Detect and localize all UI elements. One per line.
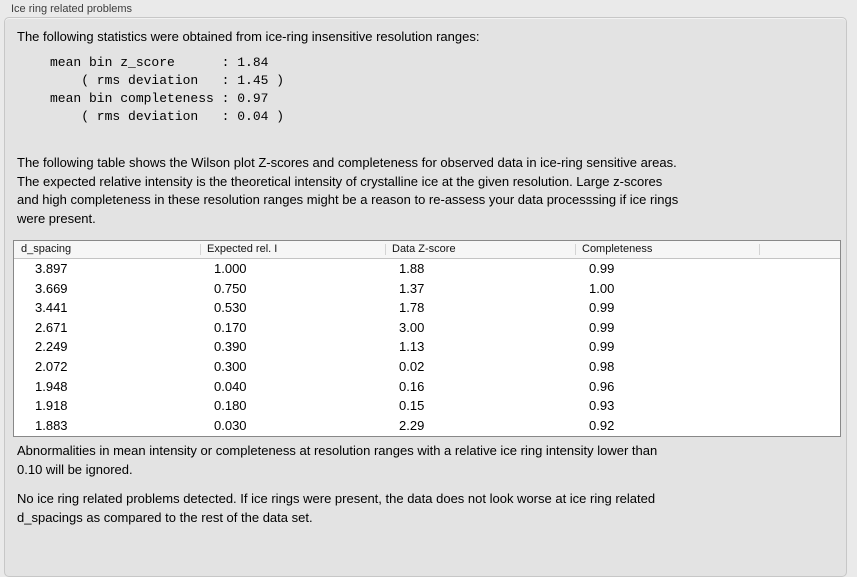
window: { "panel": { "title": "Ice ring related … xyxy=(4,3,847,577)
cell-data-z-score: 0.15 xyxy=(399,398,425,414)
cell-completeness: 0.93 xyxy=(589,398,615,414)
cell-filler xyxy=(759,416,840,436)
table-row[interactable]: 1.948 0.040 0.16 0.96 xyxy=(14,377,840,397)
cell-expected-rel-i: 0.180 xyxy=(214,398,247,414)
cell-filler xyxy=(759,279,840,299)
cell-d-spacing: 1.918 xyxy=(35,398,68,414)
cell-filler xyxy=(759,357,840,377)
cell-d-spacing: 1.883 xyxy=(35,417,68,433)
cell-completeness: 0.99 xyxy=(589,319,615,335)
table-row[interactable]: 3.669 0.750 1.37 1.00 xyxy=(14,279,840,299)
cell-data-z-score: 1.13 xyxy=(399,339,425,355)
table-row[interactable]: 1.883 0.030 2.29 0.92 xyxy=(14,416,840,436)
cell-d-spacing: 2.072 xyxy=(35,358,68,374)
cell-expected-rel-i: 0.750 xyxy=(214,280,247,296)
ignore-note-paragraph: Abnormalities in mean intensity or compl… xyxy=(17,443,658,477)
cell-expected-rel-i: 0.530 xyxy=(214,300,247,316)
cell-expected-rel-i: 0.300 xyxy=(214,358,247,374)
ice-ring-table: d_spacing Expected rel. I Data Z-score C… xyxy=(13,240,841,437)
cell-filler xyxy=(759,259,840,279)
ice-ring-panel: The following statistics were obtained f… xyxy=(4,17,847,577)
cell-d-spacing: 3.441 xyxy=(35,300,68,316)
cell-completeness: 0.99 xyxy=(589,261,615,276)
cell-expected-rel-i: 0.170 xyxy=(214,319,247,335)
cell-completeness: 0.96 xyxy=(589,378,615,394)
cell-filler xyxy=(759,318,840,338)
cell-data-z-score: 2.29 xyxy=(399,417,425,433)
panel-title: Ice ring related problems xyxy=(11,3,133,15)
cell-expected-rel-i: 0.040 xyxy=(214,378,247,394)
cell-expected-rel-i: 1.000 xyxy=(214,261,247,276)
cell-d-spacing: 3.669 xyxy=(35,280,68,296)
intro-paragraph: The following statistics were obtained f… xyxy=(17,29,480,44)
cell-filler xyxy=(759,337,840,357)
cell-data-z-score: 3.00 xyxy=(399,319,425,335)
description-paragraph: The following table shows the Wilson plo… xyxy=(17,155,679,226)
cell-d-spacing: 1.948 xyxy=(35,378,68,394)
conclusion-paragraph: No ice ring related problems detected. I… xyxy=(17,491,656,525)
cell-completeness: 0.99 xyxy=(589,300,615,316)
column-header-filler xyxy=(759,241,840,258)
stats-block: mean bin z_score : 1.84 ( rms deviation … xyxy=(50,55,285,124)
cell-completeness: 1.00 xyxy=(589,280,615,296)
cell-filler xyxy=(759,377,840,397)
cell-data-z-score: 1.37 xyxy=(399,280,425,296)
column-header-data-z-score[interactable]: Data Z-score xyxy=(385,241,575,258)
table-row[interactable]: 1.918 0.180 0.15 0.93 xyxy=(14,396,840,416)
table-row[interactable]: 3.441 0.530 1.78 0.99 xyxy=(14,298,840,318)
table-row[interactable]: 3.897 1.000 1.88 0.99 xyxy=(14,259,840,279)
cell-d-spacing: 2.671 xyxy=(35,319,68,335)
table-header-row: d_spacing Expected rel. I Data Z-score C… xyxy=(14,241,840,259)
column-header-expected-rel-i[interactable]: Expected rel. I xyxy=(200,241,385,258)
cell-d-spacing: 2.249 xyxy=(35,339,68,355)
table-body: 3.897 1.000 1.88 0.99 3.669 0.750 1.37 1… xyxy=(14,259,840,435)
cell-completeness: 0.92 xyxy=(589,417,615,433)
cell-completeness: 0.99 xyxy=(589,339,615,355)
cell-filler xyxy=(759,396,840,416)
cell-expected-rel-i: 0.030 xyxy=(214,417,247,433)
cell-d-spacing: 3.897 xyxy=(35,261,68,276)
cell-data-z-score: 1.78 xyxy=(399,300,425,316)
table-row[interactable]: 2.671 0.170 3.00 0.99 xyxy=(14,318,840,338)
table-row[interactable]: 2.072 0.300 0.02 0.98 xyxy=(14,357,840,377)
cell-filler xyxy=(759,298,840,318)
cell-completeness: 0.98 xyxy=(589,358,615,374)
cell-data-z-score: 0.16 xyxy=(399,378,425,394)
column-header-completeness[interactable]: Completeness xyxy=(575,241,759,258)
cell-data-z-score: 1.88 xyxy=(399,261,425,276)
table-row[interactable]: 2.249 0.390 1.13 0.99 xyxy=(14,337,840,357)
cell-expected-rel-i: 0.390 xyxy=(214,339,247,355)
column-header-d-spacing[interactable]: d_spacing xyxy=(21,243,72,255)
cell-data-z-score: 0.02 xyxy=(399,358,425,374)
